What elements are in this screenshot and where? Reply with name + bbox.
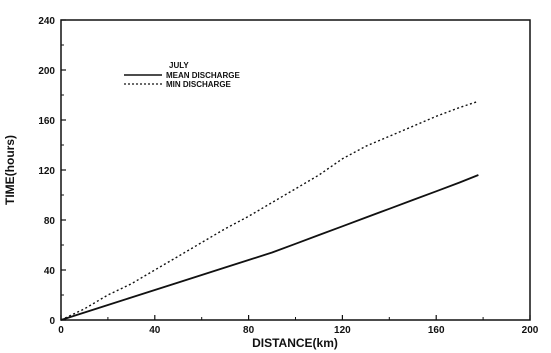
x-axis-title: DISTANCE(km): [252, 336, 338, 350]
y-tick-label: 160: [38, 116, 55, 127]
x-tick-label: 200: [522, 325, 539, 336]
series-layer: [60, 100, 479, 321]
plot-frame: [60, 19, 531, 321]
y-tick-label: 120: [38, 166, 55, 177]
x-tick-label: 0: [58, 325, 64, 336]
y-axis-title: TIME(hours): [3, 135, 17, 205]
legend-label-mean-discharge: MEAN DISCHARGE: [166, 71, 240, 80]
y-tick-label: 0: [49, 316, 55, 327]
series-line-mean-discharge: [60, 174, 479, 321]
legend-label-min-discharge: MIN DISCHARGE: [166, 80, 232, 89]
x-tick-label: 40: [149, 325, 161, 336]
y-tick-label: 40: [44, 266, 56, 277]
legend-title: JULY: [169, 61, 189, 70]
x-tick-label: 120: [334, 325, 351, 336]
legend: JULY MEAN DISCHARGE MIN DISCHARGE: [124, 61, 240, 89]
series-line-min-discharge: [60, 100, 479, 321]
y-tick-label: 240: [38, 16, 55, 27]
x-tick-label: 80: [243, 325, 255, 336]
x-tick-label: 160: [428, 325, 445, 336]
axis-ticks: 0 40 80 120 160 200 0 40 80 120 160 200 240: [38, 16, 538, 336]
y-tick-label: 200: [38, 66, 55, 77]
y-tick-label: 80: [44, 216, 56, 227]
